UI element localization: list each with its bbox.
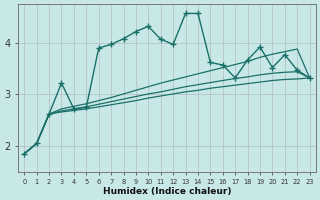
X-axis label: Humidex (Indice chaleur): Humidex (Indice chaleur) [103,187,231,196]
